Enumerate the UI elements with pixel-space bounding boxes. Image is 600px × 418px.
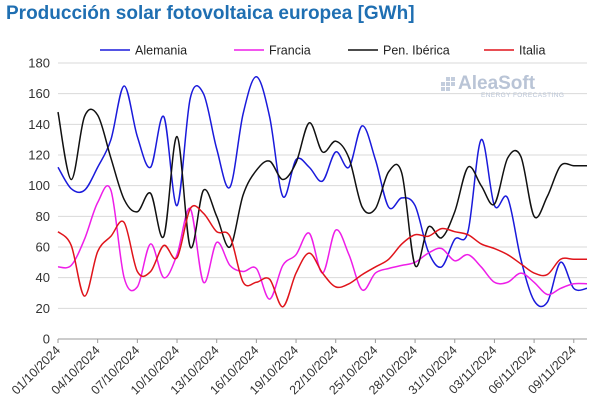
legend-label-alemania: Alemania: [135, 44, 187, 58]
series-line-alemania: [57, 76, 588, 308]
y-tick-label: 0: [43, 332, 50, 347]
y-tick-label: 180: [28, 56, 50, 71]
chart-title: Producción solar fotovoltaica europea [G…: [6, 3, 415, 24]
y-tick-label: 40: [36, 270, 50, 285]
y-tick-label: 100: [28, 178, 50, 193]
y-tick-label: 140: [28, 117, 50, 132]
legend: Alemania Francia Pen. Ibérica Italia: [100, 44, 545, 58]
legend-label-italia: Italia: [519, 44, 545, 58]
watermark-tagline: ENERGY FORECASTING: [481, 92, 564, 99]
y-tick-label: 20: [36, 301, 50, 316]
legend-label-pen-iberica: Pen. Ibérica: [383, 44, 450, 58]
watermark-brand: AleaSoft: [458, 73, 536, 94]
series-lines: [57, 76, 588, 308]
legend-label-francia: Francia: [269, 44, 311, 58]
y-tick-label: 120: [28, 148, 50, 163]
aleasoft-logo-icon: [441, 77, 455, 91]
series-line-francia: [57, 185, 588, 300]
series-line-italia: [57, 204, 587, 308]
y-tick-label: 160: [28, 86, 50, 101]
y-tick-labels: 0 20 40 60 80 100 120 140 160 180: [28, 56, 50, 347]
series-line-pen-iberica: [57, 108, 587, 268]
x-tick-labels: 01/10/202404/10/202407/10/202410/10/2024…: [9, 339, 579, 397]
gridlines: [58, 62, 587, 309]
aleasoft-watermark: AleaSoft ENERGY FORECASTING: [441, 73, 564, 99]
y-tick-label: 60: [36, 240, 50, 255]
y-tick-label: 80: [36, 209, 50, 224]
